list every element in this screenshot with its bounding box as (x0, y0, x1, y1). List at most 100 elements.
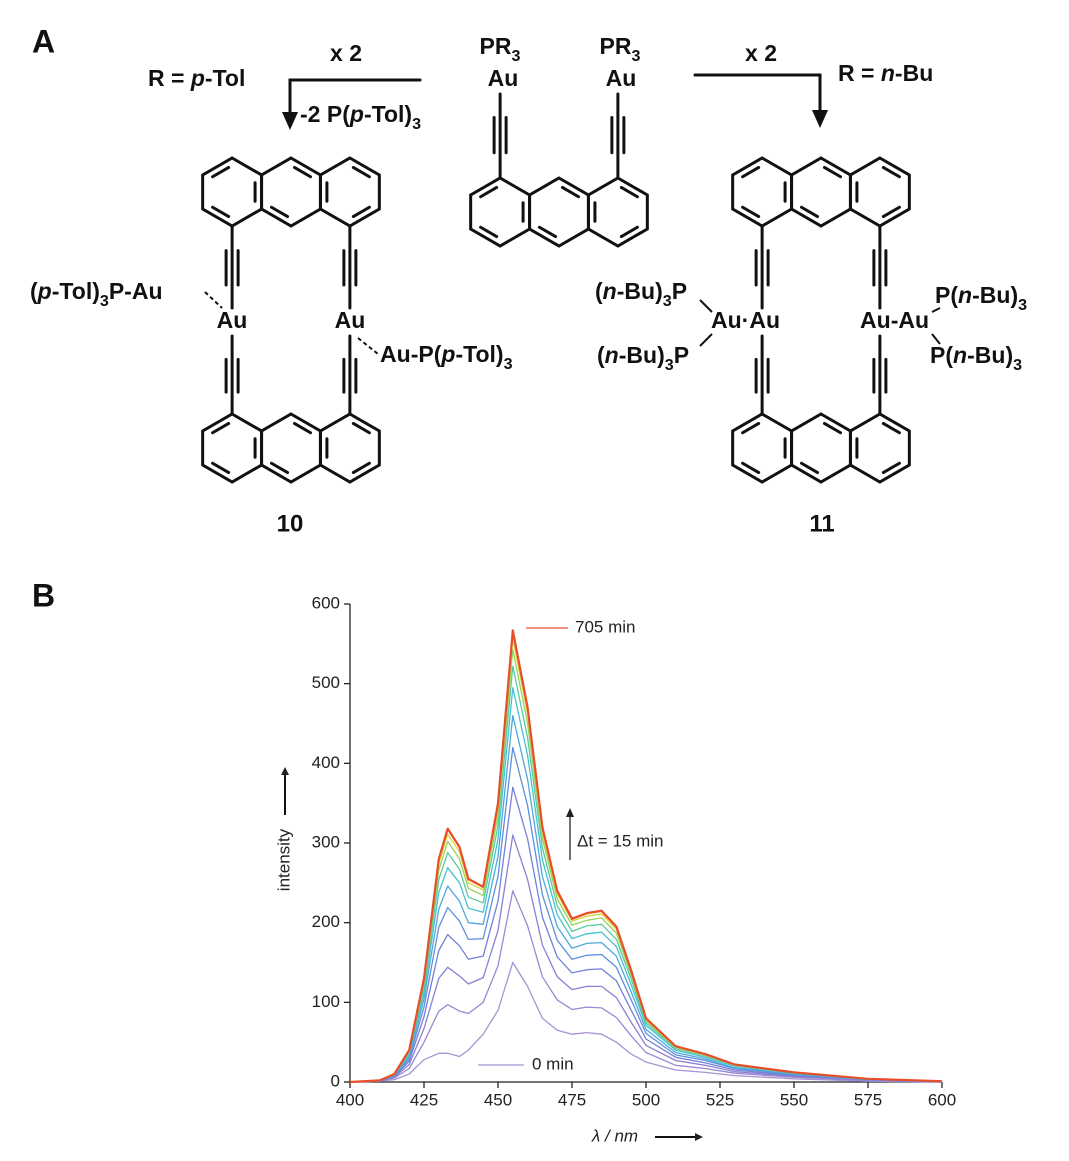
y-tick-label: 600 (312, 593, 340, 612)
double-bond (741, 421, 761, 435)
byproduct: -2 P(p-Tol)3 (300, 101, 421, 133)
double-bond (292, 421, 313, 435)
aurophilic-contact (204, 291, 223, 309)
multiplier: x 2 (745, 40, 777, 66)
ring (848, 412, 911, 484)
spectrum-line (349, 834, 943, 1083)
compound-number: 10 (277, 510, 304, 537)
annotation: 705 min (575, 617, 635, 636)
bond (699, 333, 713, 347)
double-bond (881, 421, 901, 435)
double-bond (269, 205, 290, 219)
annotation: 0 min (532, 1054, 574, 1073)
chem-label: Au-P(p-Tol)3 (380, 341, 513, 373)
double-bond (799, 461, 820, 475)
double-bond (351, 205, 371, 219)
double-bond (351, 461, 371, 475)
double-bond (292, 165, 313, 179)
arrow-head (282, 112, 298, 130)
double-bond (211, 461, 231, 475)
double-bond (881, 461, 901, 475)
y-tick-label: 0 (331, 1071, 340, 1090)
double-bond (619, 225, 639, 239)
double-bond (211, 165, 231, 179)
x-tick-label: 450 (484, 1090, 512, 1109)
chem-label: P(n-Bu)3 (935, 282, 1027, 314)
double-bond (560, 185, 581, 199)
panel-label: A (32, 23, 55, 59)
r-group: R = p-Tol (148, 65, 245, 91)
structures (201, 92, 911, 484)
chem-label: (p-Tol)3P-Au (30, 278, 163, 310)
bond (931, 307, 941, 313)
double-bond (211, 205, 231, 219)
metal: Au (488, 65, 519, 91)
chem-label: Au·Au (711, 307, 780, 333)
r-group: R = n-Bu (838, 60, 933, 86)
spectrum-line (349, 665, 943, 1083)
y-tick-label: 500 (312, 673, 340, 692)
ligand: PR3 (600, 33, 641, 65)
double-bond (351, 421, 371, 435)
multiplier: x 2 (330, 40, 362, 66)
spectrum-line (349, 961, 943, 1083)
double-bond (799, 205, 820, 219)
chem-label: (n-Bu)3P (597, 342, 689, 374)
bond (699, 299, 713, 313)
chem-label: (n-Bu)3P (595, 278, 687, 310)
ligand: PR3 (480, 33, 521, 65)
metal: Au (606, 65, 637, 91)
reaction-arrow (693, 73, 822, 118)
double-bond (351, 165, 371, 179)
double-bond (822, 165, 843, 179)
x-axis-label: λ / nm (591, 1126, 638, 1145)
double-bond (479, 185, 499, 199)
double-bond (619, 185, 639, 199)
x-tick-label: 525 (706, 1090, 734, 1109)
reaction-arrow (288, 78, 422, 120)
arrow-head (695, 1133, 703, 1141)
ring (586, 176, 649, 248)
annotation: Δt = 15 min (577, 831, 663, 850)
panel-label: B (32, 577, 55, 613)
double-bond (537, 225, 558, 239)
arrow-head (566, 808, 574, 817)
chem-label: Au (335, 307, 366, 333)
chem-label: Au-Au (860, 307, 929, 333)
arrow-head (812, 110, 828, 128)
spectrum-line (349, 714, 943, 1083)
y-tick-label: 200 (312, 912, 340, 931)
double-bond (269, 461, 290, 475)
double-bond (741, 165, 761, 179)
compound-number: 11 (809, 510, 834, 537)
plot-area: 0 100 200 300 400 500 600 400 425 450 475 500 525 550… (312, 593, 957, 1109)
double-bond (881, 205, 901, 219)
chem-label: Au (217, 307, 248, 333)
x-tick-label: 425 (410, 1090, 438, 1109)
y-axis-label: intensity (274, 828, 293, 891)
spectrum-line (349, 890, 943, 1083)
double-bond (881, 165, 901, 179)
aurophilic-contact (357, 337, 379, 355)
spectrum-line (349, 629, 943, 1084)
double-bond (741, 461, 761, 475)
bond (931, 333, 941, 345)
arrow-head (281, 767, 289, 775)
double-bond (211, 421, 231, 435)
x-tick-label: 400 (336, 1090, 364, 1109)
spectrum-line (349, 687, 943, 1083)
x-tick-label: 475 (558, 1090, 586, 1109)
x-tick-label: 575 (854, 1090, 882, 1109)
chem-label: P(n-Bu)3 (930, 342, 1022, 374)
y-tick-label: 300 (312, 832, 340, 851)
spectrum-line (349, 786, 943, 1083)
double-bond (822, 421, 843, 435)
y-tick-label: 400 (312, 753, 340, 772)
x-tick-label: 600 (928, 1090, 956, 1109)
double-bond (479, 225, 499, 239)
x-tick-label: 550 (780, 1090, 808, 1109)
y-tick-label: 100 (312, 992, 340, 1011)
ring (318, 412, 381, 484)
